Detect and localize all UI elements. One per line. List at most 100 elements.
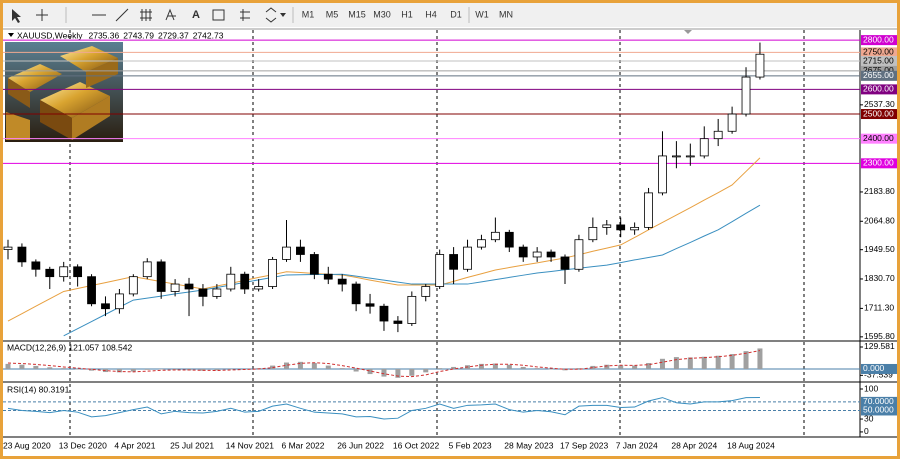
macd-bar xyxy=(590,365,596,369)
macd-signal xyxy=(7,350,761,378)
macd-bar xyxy=(409,368,415,376)
shapes-icon[interactable] xyxy=(240,9,250,21)
fibo-icon[interactable] xyxy=(165,8,176,21)
macd-bar xyxy=(311,363,317,369)
x-tick-label: 28 Apr 2024 xyxy=(671,440,717,450)
candle-body xyxy=(240,273,250,290)
y-tick-label: 1595.80 xyxy=(864,331,895,341)
header-value: 2735.36 xyxy=(89,30,120,40)
trendline-icon[interactable] xyxy=(115,8,129,22)
shift-marker xyxy=(684,30,692,34)
candle-body xyxy=(685,155,695,158)
timeframe-button[interactable]: H1 xyxy=(401,9,413,19)
candle-body xyxy=(699,138,709,157)
macd-bar xyxy=(325,365,331,369)
timeframe-button[interactable]: H4 xyxy=(425,9,437,19)
collapse-icon[interactable] xyxy=(8,33,14,37)
arrows-icon[interactable] xyxy=(265,7,277,23)
x-tick-label: 17 Sep 2023 xyxy=(560,440,608,450)
timeframe-button[interactable]: M30 xyxy=(373,9,391,19)
header-value: 2742.73 xyxy=(193,30,224,40)
timeframe-button[interactable]: MN xyxy=(499,9,513,19)
candle-body xyxy=(101,303,110,310)
candle-body xyxy=(296,246,305,255)
y-tick-label: 1949.50 xyxy=(864,244,895,254)
level-label-bg xyxy=(861,70,897,81)
candle-body xyxy=(379,305,389,322)
x-tick-label: 6 Mar 2022 xyxy=(282,440,325,450)
text-tool[interactable]: A xyxy=(192,9,200,21)
macd-bar xyxy=(478,363,484,369)
cursor-icon[interactable] xyxy=(12,9,21,23)
candle-body xyxy=(393,320,403,324)
candle-body xyxy=(644,192,653,228)
candle-body xyxy=(31,261,41,270)
candle-body xyxy=(490,231,500,241)
candle-body xyxy=(268,259,277,287)
gold-bar xyxy=(40,82,110,118)
y-tick-label: 2064.80 xyxy=(864,216,895,226)
macd-bar xyxy=(395,368,401,378)
macd-bar xyxy=(423,368,429,373)
candle-body xyxy=(184,283,194,290)
y-tick-label: 1830.70 xyxy=(864,273,895,283)
candle-body xyxy=(115,293,124,310)
timeframe-button[interactable]: W1 xyxy=(475,9,489,19)
label-icon[interactable] xyxy=(212,9,225,21)
macd-bar xyxy=(673,357,679,369)
x-tick-label: 26 Jun 2022 xyxy=(337,440,384,450)
timeframe-button[interactable]: M1 xyxy=(302,9,315,19)
rsi-line xyxy=(7,396,760,420)
macd-bar xyxy=(367,368,373,375)
candle-body xyxy=(713,130,723,140)
candle-body xyxy=(156,261,166,292)
candle-body xyxy=(17,246,27,263)
x-tick-label: 5 Feb 2023 xyxy=(449,440,492,450)
macd-bar xyxy=(144,368,150,370)
x-tick-label: 13 Dec 2020 xyxy=(59,440,107,450)
candle-body xyxy=(532,251,542,258)
timeframe-button[interactable]: M5 xyxy=(326,9,339,19)
level-label-bg xyxy=(861,35,897,46)
macd-bar xyxy=(506,364,512,369)
macd-bar xyxy=(297,361,303,369)
channel-icon[interactable] xyxy=(140,9,152,21)
timeframe-button[interactable]: D1 xyxy=(450,9,462,19)
candle-body xyxy=(337,278,347,285)
crosshair-icon[interactable] xyxy=(36,9,48,21)
macd-bar xyxy=(715,355,721,369)
level-label-bg xyxy=(861,47,897,58)
gold-bar xyxy=(40,100,72,140)
candle-body xyxy=(282,246,291,260)
candle-body xyxy=(365,303,375,307)
level-label-bg xyxy=(861,396,897,407)
macd-bar xyxy=(89,368,95,371)
candle-body xyxy=(672,155,681,158)
candle-body xyxy=(727,113,737,132)
rsi-title: RSI(14) 80.3191 xyxy=(7,384,70,394)
macd-bar xyxy=(659,358,665,369)
gold-bar xyxy=(72,96,110,140)
macd-bar xyxy=(200,368,206,371)
macd-bar xyxy=(353,368,359,372)
candle-body xyxy=(212,288,222,297)
macd-bar xyxy=(576,368,582,369)
dropdown-icon[interactable] xyxy=(280,13,286,17)
macd-bar xyxy=(687,357,693,369)
candle-body xyxy=(588,226,598,241)
level-label: 2715.00 xyxy=(863,55,894,65)
macd-bar xyxy=(228,368,234,370)
candle-body xyxy=(45,268,55,278)
macd-bar xyxy=(5,363,11,369)
x-tick-label: 25 Jul 2021 xyxy=(170,440,214,450)
timeframe-button[interactable]: M15 xyxy=(348,9,366,19)
candle-body xyxy=(170,283,180,292)
level-label: 2300.00 xyxy=(863,158,894,168)
candle-body xyxy=(658,155,667,194)
macd-bar xyxy=(19,364,25,369)
candle-body xyxy=(309,254,319,275)
toolbar: A xyxy=(3,3,897,27)
candle-body xyxy=(59,266,69,278)
